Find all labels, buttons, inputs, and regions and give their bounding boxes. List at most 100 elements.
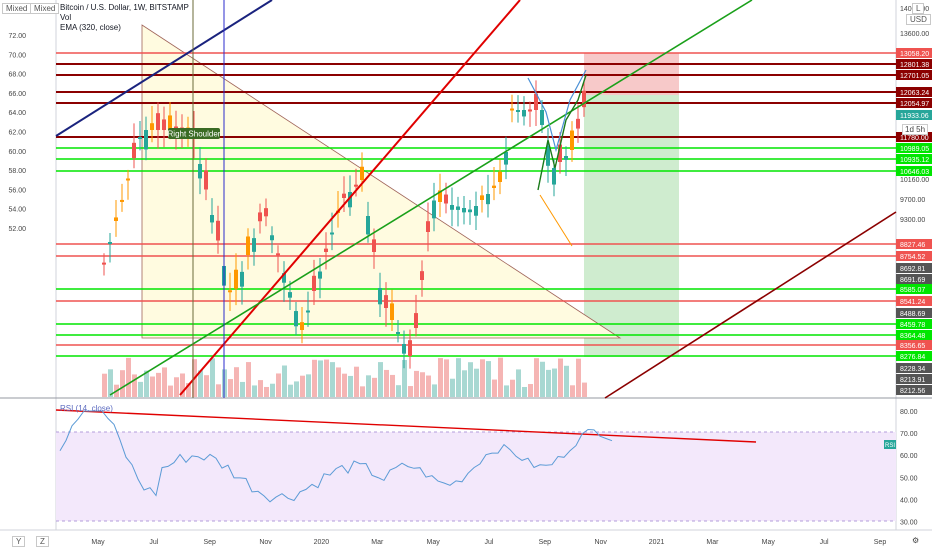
volume-bar [300,375,305,397]
price-label-box [896,154,932,164]
price-label: 12063.24 [900,90,929,97]
scale-z-button[interactable]: Z [36,536,49,547]
trendline-blue [55,0,273,137]
volume-bar [438,358,443,397]
settings-icon[interactable]: ⚙ [912,536,920,545]
rsi-axis[interactable]: 80.00 70.00 60.00 50.00 40.00 30.00 [900,409,918,527]
left-axis[interactable]: 72.00 70.00 68.00 66.00 64.00 62.00 60.00 58.00… [8,33,26,233]
volume-bar [342,373,347,397]
volume-bar [228,379,233,397]
candle-body [486,194,490,205]
candle-body [306,310,310,313]
price-label-box [896,284,932,294]
volume-bar [186,383,191,397]
candle-body [156,113,160,130]
volume-bar [444,359,449,397]
price-label: 8827.46 [900,242,925,249]
time-axis[interactable]: May Jul Sep Nov 2020 Mar May Jul Sep Nov 2021 Mar Ma… [91,539,886,546]
candle-body [372,239,376,252]
candle-body [288,292,292,298]
volume-bar [516,369,521,397]
time-axis-tick: May [427,539,441,546]
candle-body [402,344,406,354]
price-label: 8228.34 [900,366,925,373]
left-axis-tick: 70.00 [8,52,26,59]
candle-body [324,248,328,252]
price-label: 12701.05 [900,73,929,80]
time-axis-tick: Nov [594,539,607,546]
left-axis-tick: 56.00 [8,187,26,194]
right-scale-mode[interactable]: Mixed [30,3,60,14]
volume-bar [522,386,527,397]
price-label-box [896,330,932,340]
currency-label[interactable]: USD [906,14,931,25]
price-label-box [896,70,932,80]
price-label: 11780.00 [900,135,929,142]
candle-body [168,115,172,130]
candle-body [240,271,244,287]
rsi-band [56,432,896,521]
time-axis-tick: Jul [149,539,158,546]
rsi-line [59,410,613,503]
candle-body [576,118,580,129]
price-label: 8488.69 [900,311,925,318]
candle-body [354,184,358,187]
candle-body [102,262,106,265]
volume-bar [408,386,413,397]
left-axis-tick: 54.00 [8,207,26,214]
price-label-box [896,59,932,69]
scale-y-button[interactable]: Y [12,536,26,547]
candle-body [546,146,550,166]
orange-ray [539,194,573,247]
volume-bar [354,366,359,397]
price-label: 8364.48 [900,333,925,340]
candle-body [414,313,418,328]
time-axis-tick: Sep [874,539,887,546]
price-label-box [896,363,932,373]
volume-bar [576,358,581,397]
candle-body [264,208,268,217]
volume-bar [510,379,515,397]
volume-bar [120,370,125,397]
volume-bar [504,385,509,397]
volume-bar [498,357,503,397]
volume-bar [198,370,203,397]
candle-body [498,171,502,182]
price-label-box [896,296,932,306]
volume-bar [336,367,341,397]
time-axis-tick: Mar [371,539,384,546]
time-axis-tick: 2020 [314,539,330,546]
candle-body [438,190,442,202]
price-label-box [896,308,932,318]
candle-body [198,164,202,179]
candle-body [522,110,526,117]
volume-bar [288,384,293,397]
candle-body [114,217,118,221]
price-label-box [896,87,932,97]
candle-body [570,130,574,150]
candle-body [132,142,136,158]
volume-bar [216,384,221,397]
log-toggle[interactable]: L [912,3,925,14]
volume-bar [330,362,335,397]
price-label: 10646.03 [900,169,929,176]
volume-bar [306,374,311,397]
ema-label: EMA (320, close) [60,23,121,32]
volume-bar [570,385,575,397]
candle-body [162,119,166,130]
volume-label: Vol [60,13,72,22]
left-scale-mode[interactable]: Mixed [2,3,32,14]
price-label: 8585.07 [900,287,925,294]
rsi-trendline [55,409,757,443]
candle-body [126,178,130,181]
rsi-axis-tick: 60.00 [900,453,918,460]
candle-body [396,332,400,334]
rsi-current-label: RSI [885,443,895,449]
candle-body [150,123,154,130]
time-axis-tick: Nov [259,539,272,546]
price-labels: 13058.20 12801.38 12701.05 12063.24 12054.97… [896,48,932,395]
candle-body [120,199,124,202]
volume-bar [138,381,143,397]
volume-bar [258,380,263,397]
